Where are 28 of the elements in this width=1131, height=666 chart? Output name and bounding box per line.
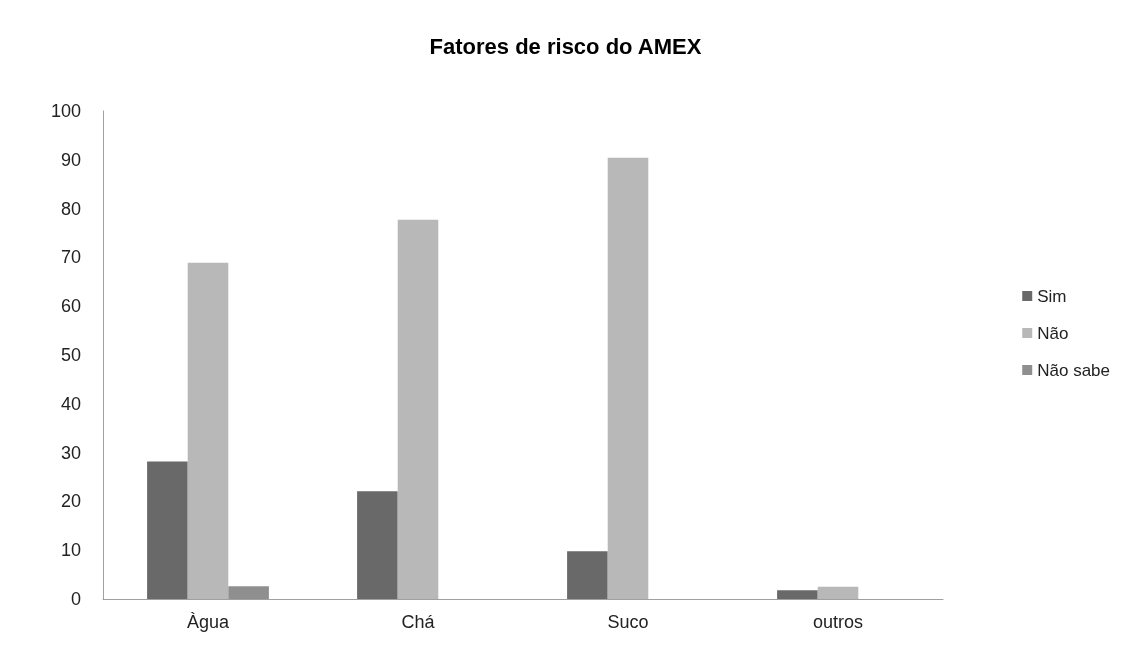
legend-label: Sim (1037, 286, 1067, 306)
chart-title: Fatores de risco do AMEX (429, 33, 702, 59)
bar (357, 491, 398, 599)
bar (567, 551, 608, 599)
bar (147, 461, 188, 599)
y-tick-label: 100 (50, 101, 81, 121)
y-tick-label: 20 (60, 491, 81, 512)
y-tick-label: 80 (60, 198, 81, 219)
bar (187, 262, 229, 599)
y-tick-label: 10 (60, 540, 81, 561)
y-tick-label: 30 (60, 442, 81, 463)
y-tick-label: 60 (60, 296, 81, 317)
x-tick-label: Suco (607, 612, 649, 632)
bar (777, 590, 818, 599)
bar (817, 586, 859, 599)
x-tick-label: Àgua (186, 612, 230, 632)
x-tick-label: Chá (401, 612, 436, 632)
legend-label: Não sabe (1037, 360, 1111, 380)
bar (228, 586, 269, 599)
y-tick-label: 70 (60, 247, 81, 268)
bar (607, 157, 649, 599)
bar (397, 219, 439, 599)
y-tick-label: 50 (60, 345, 81, 365)
y-tick-label: 0 (70, 589, 81, 609)
x-tick-label: outros (812, 612, 864, 632)
legend-label: Não (1037, 323, 1069, 343)
y-tick-label: 90 (60, 149, 81, 170)
y-tick-label: 40 (60, 393, 81, 414)
